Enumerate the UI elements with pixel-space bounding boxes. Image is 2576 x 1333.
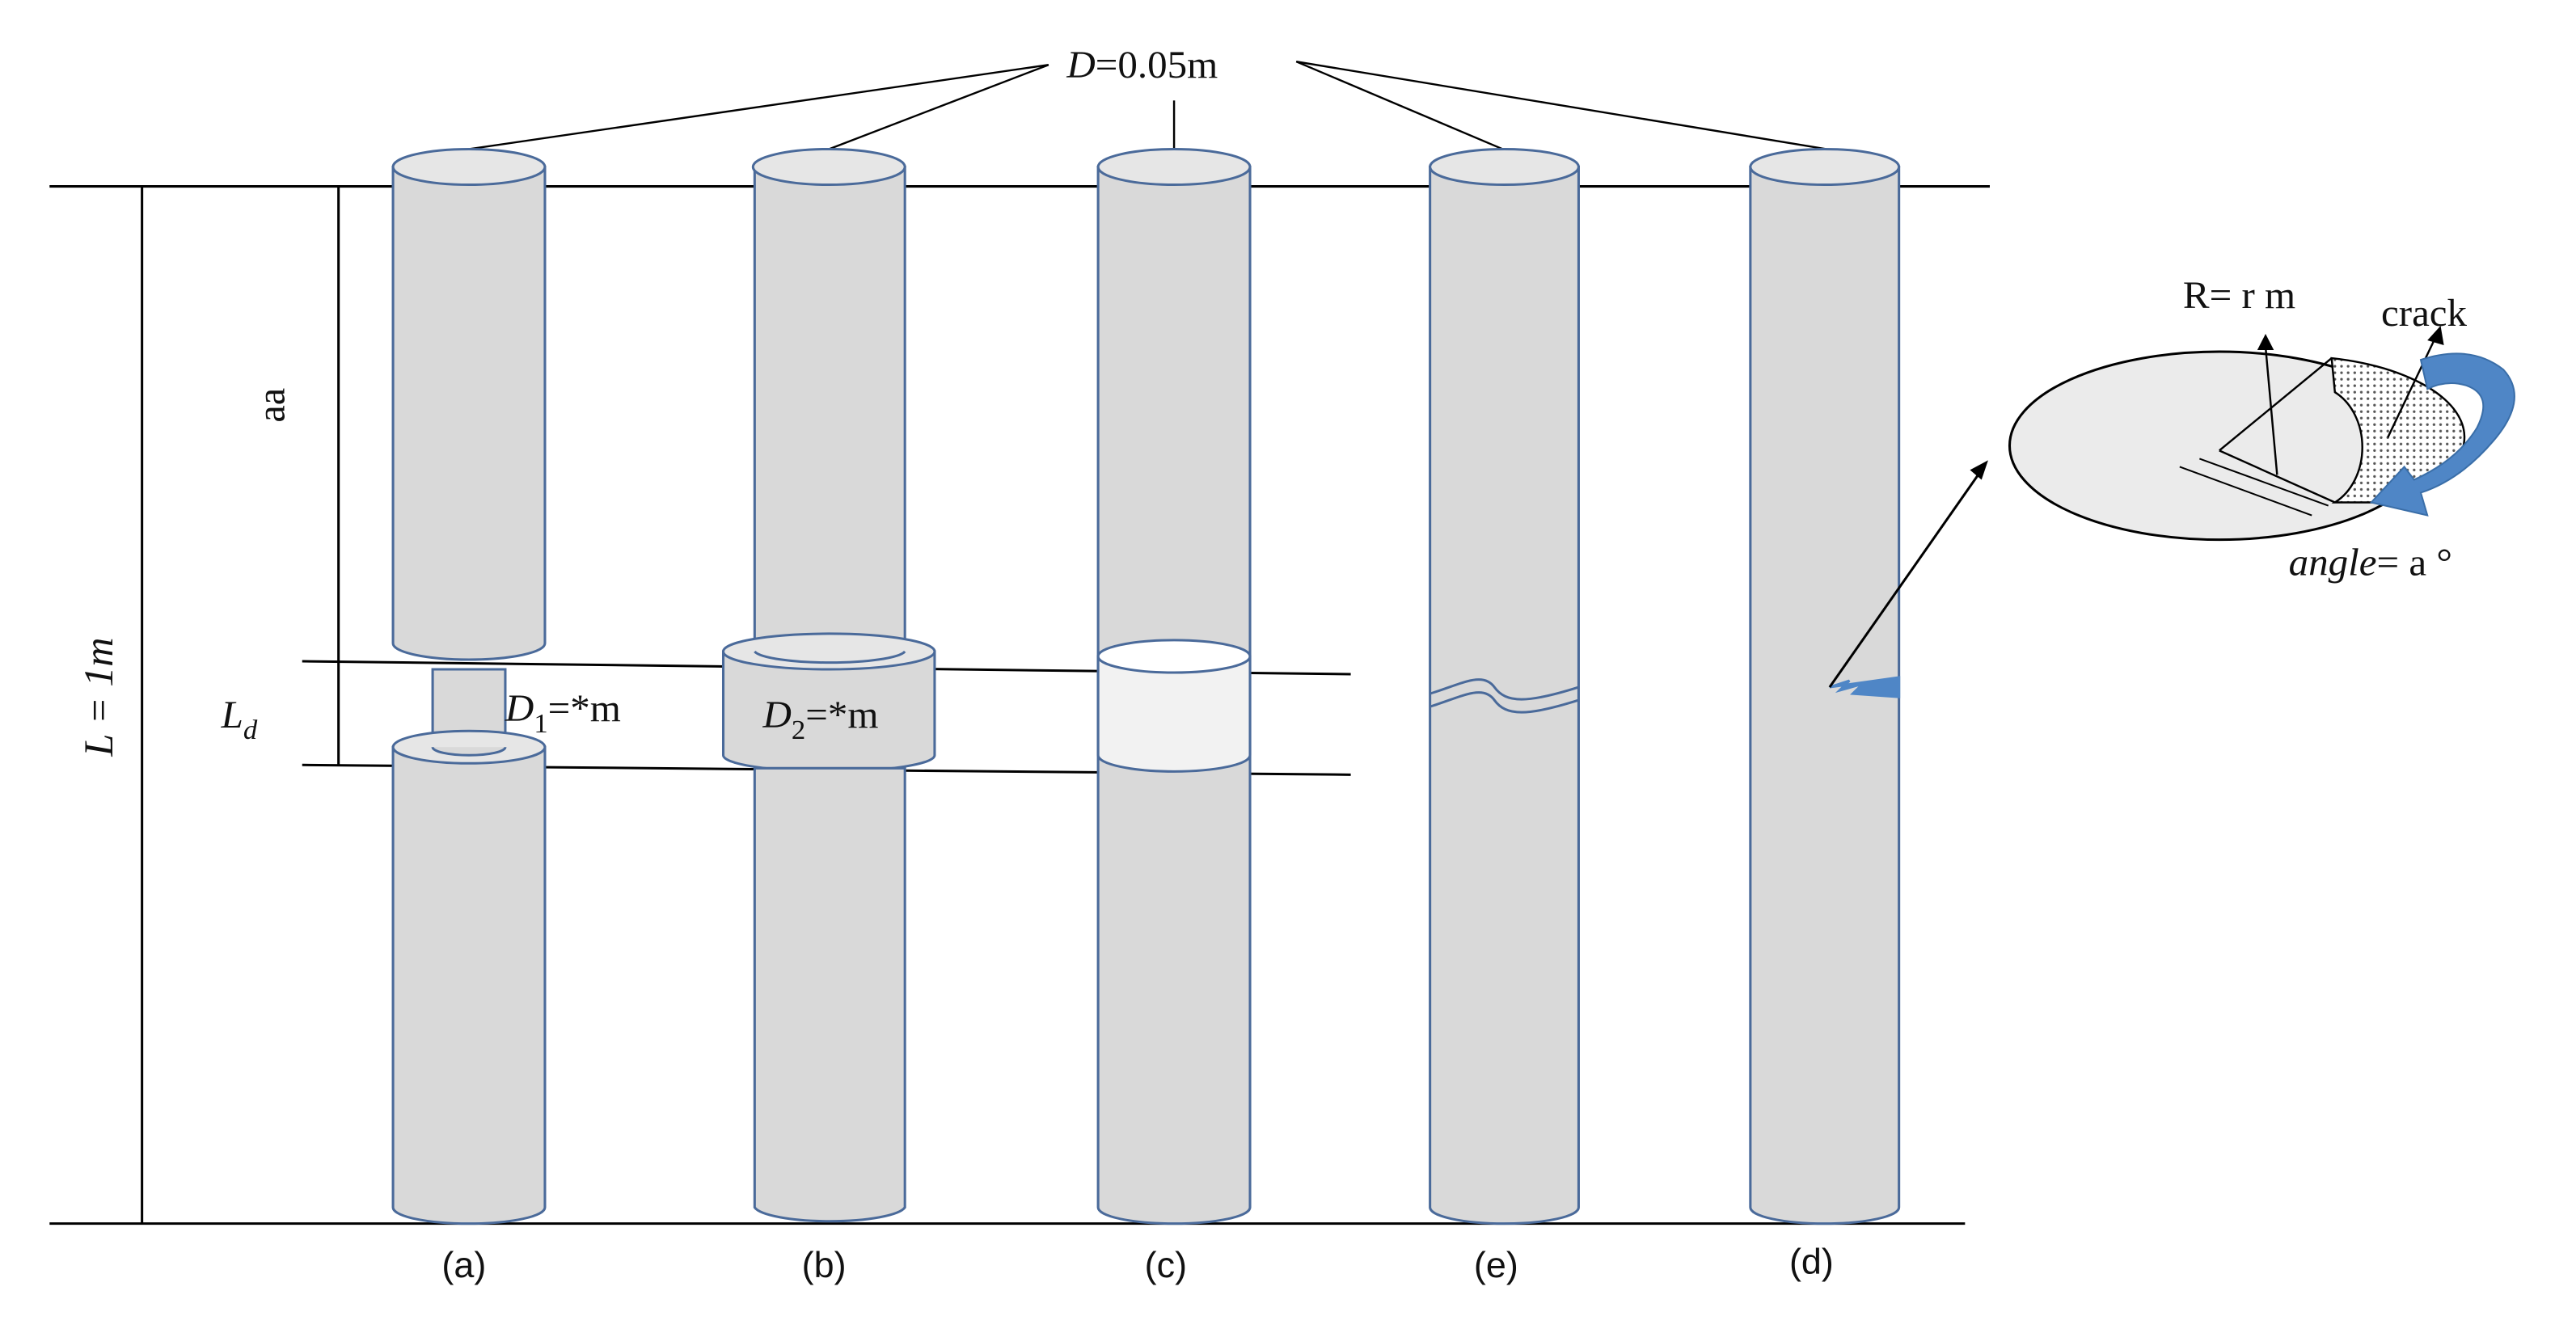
radius-label: R= r m bbox=[2183, 273, 2295, 316]
diameter-leaders bbox=[468, 60, 1826, 150]
reference-lines bbox=[49, 185, 1990, 1225]
caption-c: (c) bbox=[1145, 1246, 1187, 1285]
damage-length-label: Ld bbox=[221, 694, 258, 746]
diameter-label: D=0.05m bbox=[1066, 44, 1218, 86]
d1-label: D1=*m bbox=[505, 687, 621, 740]
rotation-arrow bbox=[2369, 352, 2515, 517]
specimen-a bbox=[391, 147, 547, 1225]
caption-b: (b) bbox=[802, 1246, 847, 1285]
caption-a: (a) bbox=[441, 1246, 486, 1285]
inset-pointer bbox=[1828, 469, 1983, 688]
segment-label: aa bbox=[249, 388, 293, 423]
radius-line bbox=[2264, 346, 2278, 475]
specimen-captions: (a) (b) (c) (e) (d) bbox=[441, 1242, 1833, 1285]
cross-section-inset bbox=[1828, 325, 2515, 688]
d2-label: D2=*m bbox=[762, 694, 879, 746]
specimen-b bbox=[721, 147, 936, 1223]
crack-label: crack bbox=[2381, 291, 2468, 334]
angle-label: angle= a ° bbox=[2289, 541, 2452, 584]
length-label: L = 1m bbox=[75, 638, 121, 757]
crack-notch bbox=[1829, 676, 1901, 698]
specimen-d bbox=[1749, 147, 1901, 1225]
specimen-c bbox=[1096, 147, 1252, 1225]
caption-e: (e) bbox=[1474, 1246, 1518, 1285]
caption-d: (d) bbox=[1789, 1242, 1834, 1282]
specimen-e bbox=[1429, 147, 1580, 1225]
